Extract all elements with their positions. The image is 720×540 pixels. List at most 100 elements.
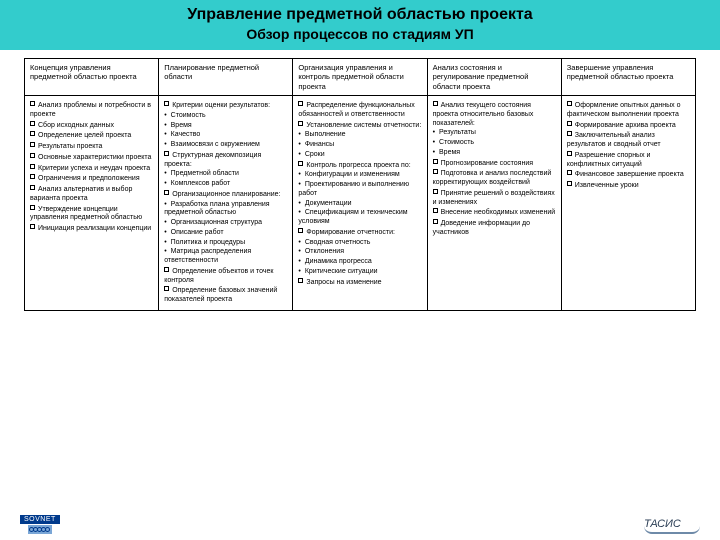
- checkbox-icon: [298, 101, 303, 106]
- bullet-icon: •: [298, 258, 300, 267]
- bullet-icon: •: [298, 131, 300, 140]
- bullet-icon: •: [164, 170, 166, 179]
- cell-line: • Предметной области: [164, 170, 287, 179]
- cell-line: Основные характеристики проекта: [30, 153, 153, 163]
- bullet-icon: •: [298, 268, 300, 277]
- cell-text: Анализ проблемы и потребности в проекте: [30, 102, 151, 118]
- cell-line: •Разработка плана управления предметной …: [164, 201, 287, 219]
- checkbox-icon: [433, 208, 438, 213]
- cell-line: •Критические ситуации: [298, 268, 421, 277]
- table-cell: Критерии оценки результатов:•Стоимость•В…: [159, 96, 293, 311]
- bullet-icon: •: [298, 181, 300, 190]
- cell-text: Определение базовых значений показателей…: [164, 287, 277, 303]
- cell-line: Прогнозирование состояния: [433, 159, 556, 169]
- cell-line: Анализ альтернатив и выбор варианта прое…: [30, 185, 153, 204]
- cell-text: Внесение необходимых изменений: [441, 209, 556, 216]
- cell-text: Сводная отчетность: [305, 239, 371, 246]
- cell-line: Ограничения и предположения: [30, 174, 153, 184]
- cell-line: • Политика и процедуры: [164, 239, 287, 248]
- cell-text: Анализ текущего состояния проекта относи…: [433, 102, 534, 127]
- cell-line: •Конфигурации и изменениям: [298, 171, 421, 180]
- cell-line: •Стоимость: [164, 112, 287, 121]
- table-cell: Оформление опытных данных о фактическом …: [561, 96, 695, 311]
- cell-line: Запросы на изменение: [298, 278, 421, 288]
- bullet-icon: •: [164, 122, 166, 131]
- cell-line: Результаты проекта: [30, 142, 153, 152]
- checkbox-icon: [567, 181, 572, 186]
- cell-text: Отклонения: [305, 248, 344, 255]
- checkbox-icon: [30, 153, 35, 158]
- col-header: Завершение управления предметной область…: [561, 59, 695, 96]
- cell-line: •Организационная структура: [164, 219, 287, 228]
- cell-text: Динамика прогресса: [305, 258, 372, 265]
- cell-text: Организационное планирование:: [172, 191, 280, 198]
- bullet-icon: •: [298, 171, 300, 180]
- cell-line: •Комплексов работ: [164, 180, 287, 189]
- checkbox-icon: [298, 278, 303, 283]
- cell-line: Формирование отчетности:: [298, 228, 421, 238]
- checkbox-icon: [567, 151, 572, 156]
- page-subtitle: Обзор процессов по стадиям УП: [0, 26, 720, 42]
- cell-text: Запросы на изменение: [306, 279, 381, 286]
- bullet-icon: •: [164, 112, 166, 121]
- cell-line: Сбор исходных данных: [30, 121, 153, 131]
- footer: SOVNET ТАСИС: [20, 515, 700, 534]
- cell-line: Критерии успеха и неудач проекта: [30, 164, 153, 174]
- checkbox-icon: [298, 228, 303, 233]
- cell-text: Предметной области: [171, 170, 239, 177]
- cell-line: Определение базовых значений показателей…: [164, 286, 287, 305]
- col-header: Анализ состояния и регулирование предмет…: [427, 59, 561, 96]
- cell-text: Организационная структура: [171, 219, 262, 226]
- bullet-icon: •: [433, 139, 435, 148]
- cell-line: •Документации: [298, 200, 421, 209]
- checkbox-icon: [164, 190, 169, 195]
- cell-text: Заключительный анализ результатов и свод…: [567, 132, 661, 148]
- cell-line: •Матрица распределения ответственности: [164, 248, 287, 266]
- bullet-icon: •: [298, 209, 300, 218]
- cell-text: Анализ альтернатив и выбор варианта прое…: [30, 186, 132, 202]
- checkbox-icon: [433, 101, 438, 106]
- cell-line: Финансовое завершение проекта: [567, 170, 690, 180]
- cell-line: Утверждение концепции управления предмет…: [30, 205, 153, 224]
- cell-text: Время: [171, 122, 192, 129]
- checkbox-icon: [567, 170, 572, 175]
- table-row: Анализ проблемы и потребности в проекте С…: [25, 96, 696, 311]
- cell-text: Политика и процедуры: [171, 239, 245, 246]
- header-band: Управление предметной областью проекта О…: [0, 0, 720, 50]
- cell-text: Финансовое завершение проекта: [575, 171, 684, 178]
- cell-text: Определение объектов и точек контроля: [164, 268, 273, 284]
- cell-text: Спецификациям и техническим условиям: [298, 209, 407, 225]
- table-header-row: Концепция управления предметной областью…: [25, 59, 696, 96]
- process-table: Концепция управления предметной областью…: [24, 58, 696, 311]
- checkbox-icon: [30, 174, 35, 179]
- cell-text: Взаимосвязи с окружением: [171, 141, 260, 148]
- bullet-icon: •: [164, 239, 166, 248]
- cell-text: Описание работ: [171, 229, 224, 236]
- cell-text: Документации: [305, 200, 352, 207]
- cell-line: Принятие решений о воздействиях и измене…: [433, 189, 556, 208]
- rings-icon: [28, 525, 52, 534]
- cell-text: Матрица распределения ответственности: [164, 248, 251, 264]
- cell-line: Подготовка и анализ последствий корректи…: [433, 169, 556, 188]
- cell-text: Проектированию и выполнению работ: [298, 181, 409, 197]
- cell-line: Критерии оценки результатов:: [164, 101, 287, 111]
- cell-text: Прогнозирование состояния: [441, 160, 533, 167]
- cell-text: Доведение информации до участников: [433, 220, 530, 236]
- content-area: Концепция управления предметной областью…: [0, 50, 720, 311]
- bullet-icon: •: [298, 151, 300, 160]
- checkbox-icon: [567, 101, 572, 106]
- checkbox-icon: [567, 131, 572, 136]
- cell-text: Определение целей проекта: [38, 132, 131, 139]
- checkbox-icon: [164, 286, 169, 291]
- cell-line: Инициация реализации концепции: [30, 224, 153, 234]
- cell-line: • Время: [164, 122, 287, 131]
- cell-line: •Сводная отчетность: [298, 239, 421, 248]
- tacis-label: ТАСИС: [644, 518, 681, 530]
- cell-text: Структурная декомпозиция проекта:: [164, 152, 261, 168]
- cell-line: Извлеченные уроки: [567, 181, 690, 191]
- cell-line: Анализ проблемы и потребности в проекте: [30, 101, 153, 120]
- checkbox-icon: [30, 121, 35, 126]
- cell-line: Оформление опытных данных о фактическом …: [567, 101, 690, 120]
- cell-line: Распределение функциональных обязанносте…: [298, 101, 421, 120]
- cell-line: •Финансы: [298, 141, 421, 150]
